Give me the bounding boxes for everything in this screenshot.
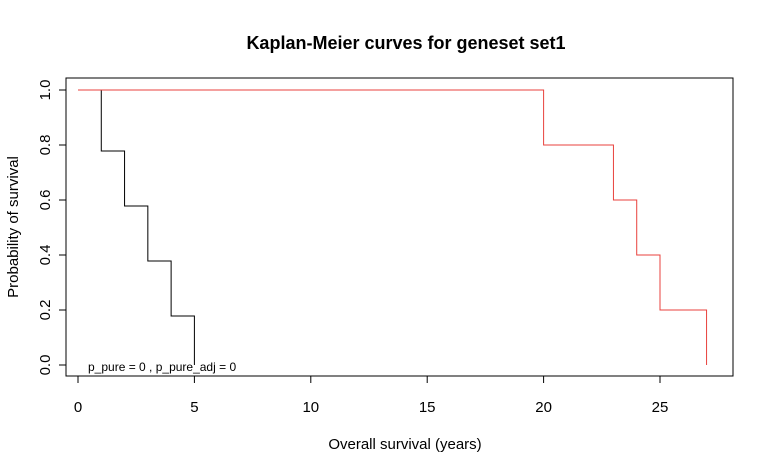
- x-tick-label: 0: [74, 399, 82, 416]
- p-value-annotation: p_pure = 0 , p_pure_adj = 0: [88, 360, 236, 374]
- x-tick-label: 15: [419, 399, 436, 416]
- y-tick-label: 0.8: [37, 135, 54, 156]
- x-tick-label: 25: [652, 399, 669, 416]
- y-axis-label: Probability of survival: [5, 156, 22, 298]
- x-axis-label: Overall survival (years): [328, 436, 481, 453]
- y-tick-label: 0.6: [37, 190, 54, 211]
- plot-frame: [65, 77, 734, 377]
- x-axis: 0 5 10 15 20 25: [74, 375, 669, 416]
- x-tick-label: 10: [302, 399, 319, 416]
- chart-title: Kaplan-Meier curves for geneset set1: [246, 33, 565, 53]
- series-layer: [78, 89, 708, 365]
- x-tick-label: 20: [535, 399, 552, 416]
- x-tick-label: 5: [190, 399, 198, 416]
- y-tick-label: 1.0: [37, 80, 54, 101]
- y-tick-label: 0.0: [37, 355, 54, 376]
- km-curve-1: [78, 89, 195, 365]
- y-tick-label: 0.2: [37, 300, 54, 321]
- km-curve-2: [78, 89, 708, 365]
- y-tick-label: 0.4: [37, 245, 54, 266]
- y-axis: 0.0 0.2 0.4 0.6 0.8 1.0: [37, 80, 67, 376]
